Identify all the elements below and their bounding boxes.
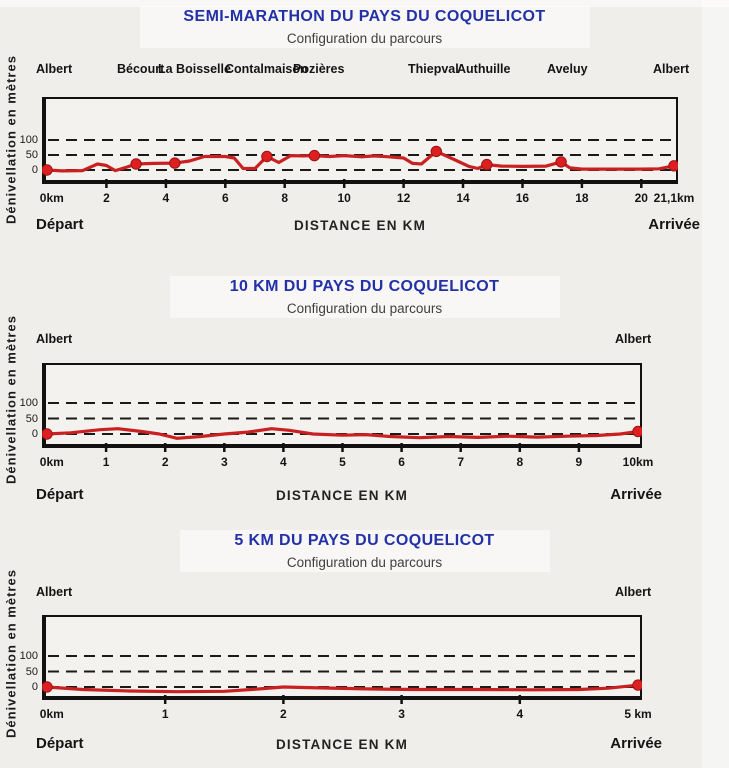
finish-label: Arrivée [648,216,700,233]
town-label: Thiepval [408,62,459,76]
finish-label: Arrivée [610,486,662,503]
town-label: Albert [615,332,652,346]
town-label: Albert [36,62,73,76]
x-axis-label: DISTANCE EN KM [293,218,427,233]
y-tick-label: 0 [31,428,38,440]
race-profile-5km: 5 KM DU PAYS DU COQUELICOT Configuration… [0,515,729,768]
axis-caption-row: Départ DISTANCE EN KM Arrivée [0,486,729,508]
x-tick-label: 6 [398,455,405,469]
start-label: Départ [36,216,84,233]
town-label: Pozières [293,62,345,76]
town-label: Contalmaison [225,62,308,76]
town-label: Albert [653,62,690,76]
chart-title: 5 KM DU PAYS DU COQUELICOT [234,532,495,549]
x-tick-label: 1 [102,455,110,469]
elevation-chart-svg [41,97,680,188]
town-label: Bécourt [117,62,165,76]
x-tick-label: 3 [398,707,405,721]
chart-title: 10 KM DU PAYS DU COQUELICOT [229,278,500,295]
towns-row: Albert Albert [0,332,729,348]
chart-subtitle: Configuration du parcours [286,555,443,570]
town-label: Albert [36,585,73,599]
x-tick-label: 3 [220,455,228,469]
town-label: Albert [615,585,652,599]
x-tick-label: 0km [39,455,64,469]
start-label: Départ [36,735,84,752]
y-tick-label: 100 [19,134,38,146]
x-tick-label: 14 [456,191,470,205]
elevation-chart-svg [41,615,644,704]
x-tick-label: 0km [39,191,64,205]
x-tick-label: 4 [516,707,524,721]
chart-title: SEMI-MARATHON DU PAYS DU COQUELICOT [183,8,546,25]
x-tick-label: 2 [103,191,110,205]
town-label: La Boisselle [158,62,231,76]
x-tick-label: 0km [39,707,64,721]
x-tick-label: 9 [575,455,583,469]
y-tick-label: 0 [31,681,38,693]
race-profile-10km: 10 KM DU PAYS DU COQUELICOT Configuratio… [0,262,729,514]
x-tick-label: 10 [337,191,351,205]
elevation-plot [41,363,644,463]
x-tick-label: 6 [221,191,229,205]
town-label: Aveluy [547,62,588,76]
towns-row: Albert Bécourt La Boisselle Contalmaison Poz… [0,62,729,78]
x-tick-label: 20 [634,191,648,205]
start-label: Départ [36,486,84,503]
y-tick-label: 50 [25,412,38,425]
towns-row: Albert Albert [0,585,729,601]
x-tick-label: 2 [280,707,287,721]
y-tick-label: 50 [25,665,38,678]
chart-subtitle: Configuration du parcours [286,301,443,316]
x-axis-label: DISTANCE EN KM [275,737,409,752]
elevation-plot [41,615,644,715]
x-tick-label: 5 km [624,707,652,721]
x-tick-label: 18 [575,191,589,205]
y-tick-label: 100 [19,650,38,662]
y-tick-label: 50 [25,149,38,161]
elevation-chart-svg [41,363,644,452]
x-tick-label: 8 [516,455,524,469]
y-tick-label: 0 [31,164,38,176]
axis-caption-row: Départ DISTANCE EN KM Arrivée [0,735,729,757]
x-tick-label: 2 [161,455,169,469]
x-tick-label: 7 [457,455,465,469]
town-label: Authuille [457,62,511,76]
axis-caption-row: Départ DISTANCE EN KM Arrivée [0,216,729,238]
y-tick-label: 100 [19,397,38,409]
elevation-plot [41,97,680,199]
x-tick-label: 5 [339,455,346,469]
x-tick-label: 8 [281,191,289,205]
x-tick-label: 1 [161,707,169,721]
x-tick-label: 10km [622,455,654,469]
race-profile-semi-marathon: SEMI-MARATHON DU PAYS DU COQUELICOT Conf… [0,0,729,256]
x-tick-label: 12 [396,191,411,205]
chart-subtitle: Configuration du parcours [286,31,443,46]
x-tick-label: 4 [162,191,170,205]
x-tick-label: 16 [515,191,530,205]
x-axis-label: DISTANCE EN KM [275,488,409,503]
x-tick-label: 4 [280,455,287,469]
finish-label: Arrivée [610,735,662,752]
town-label: Albert [36,332,73,346]
x-tick-label: 21,1km [653,191,695,205]
